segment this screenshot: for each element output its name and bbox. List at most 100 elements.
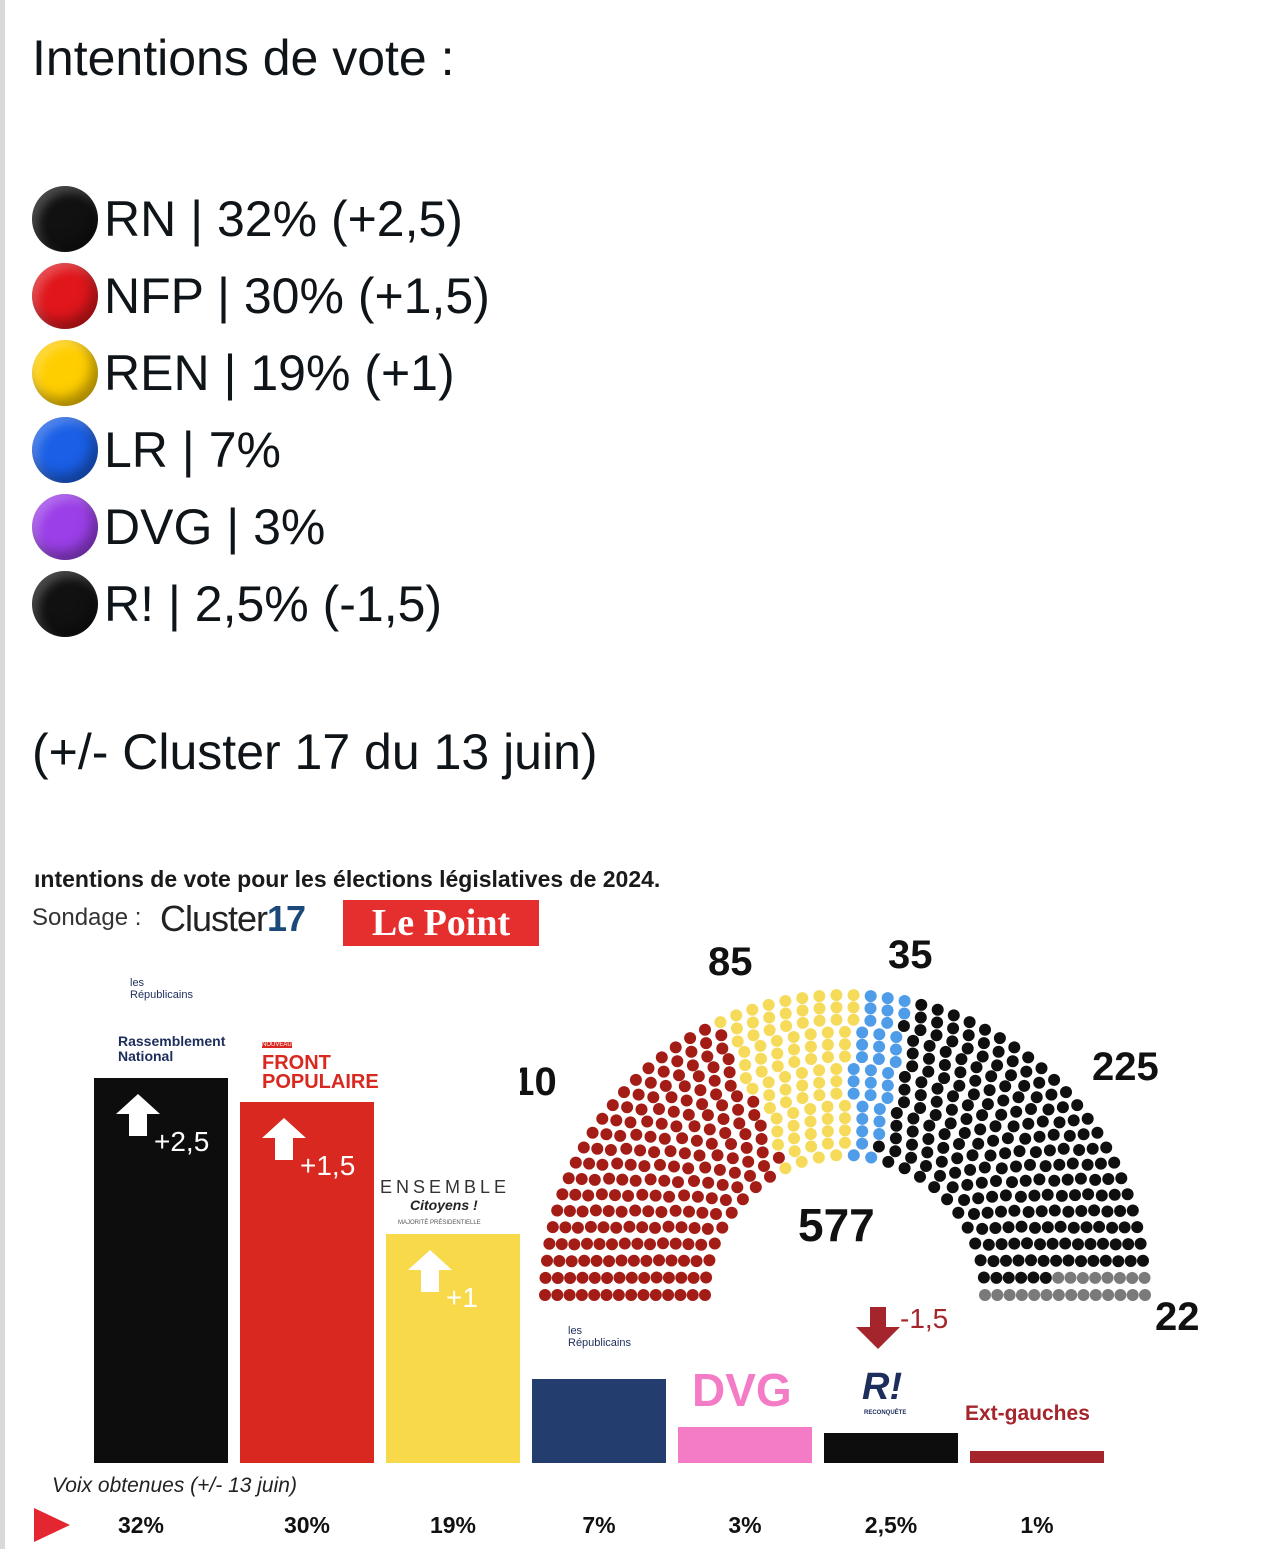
seat-dot [1014,1190,1027,1203]
seat-dot [669,1041,682,1054]
seat-dot [702,1176,715,1189]
seat-dot [1067,1221,1080,1234]
bar-value-label: 2,5% [864,1512,918,1538]
seat-dot [1075,1205,1088,1217]
hemicycle-chart: 210 85 35 225 22 [520,933,1200,1339]
bar-r [824,1432,958,1463]
seat-dot [663,1190,676,1203]
seat-dot [856,1125,869,1138]
party-row-dvg: DVG | 3% [32,488,490,565]
seat-dot [703,1254,716,1267]
seat-dot [682,1162,695,1175]
seat-dot [1052,1289,1065,1301]
seat-dot [644,1173,657,1186]
seat-dot [984,1149,997,1162]
seat-dot [881,1092,894,1104]
seat-dot [1034,1238,1046,1251]
seat-dot [839,1112,851,1125]
reconquete-logo: R! [862,1366,903,1408]
seat-dot [1056,1101,1069,1114]
seat-dot [813,990,826,1003]
seat-dot [914,1024,927,1037]
seat-dot [699,1289,711,1301]
seat-dot [616,1173,629,1186]
seat-dot [796,1092,809,1104]
seat-dot [748,1109,761,1121]
seat-dot [694,1084,707,1097]
seat-dot [703,1123,716,1136]
seat-dot [914,1102,927,1114]
seat-dot [1028,1189,1041,1202]
seat-dot [788,1043,800,1056]
seat-dot [763,1102,776,1114]
seat-dot [779,1083,792,1096]
dvg-logo: DVG [692,1364,792,1416]
seat-dot [569,1156,582,1169]
seat-dot [606,1238,618,1251]
seat-dot [747,1095,760,1108]
seat-dot [935,1155,948,1168]
seat-dot [577,1141,590,1154]
seat-dot [669,1204,682,1217]
seat-dot [1099,1254,1112,1267]
seat-dot [907,1034,920,1047]
seat-dot [882,1067,895,1079]
seat-dot [665,1091,678,1104]
seat-dot [763,1011,776,1024]
red-circle-icon [32,262,98,329]
seat-dot [958,1127,971,1139]
seat-dot [1020,1065,1033,1078]
seat-dot [962,1029,975,1042]
seat-dot [609,1189,621,1202]
seat-dot [914,1170,926,1183]
seat-dot [662,1220,675,1233]
seat-dot [713,1163,726,1176]
seat-dot [1027,1271,1040,1284]
reconquete-sub: RECONQUÊTE [864,1410,907,1416]
ensemble-sub: Citoyens ! [410,1197,478,1213]
seat-dot [961,1042,974,1055]
seat-dot [864,1064,877,1077]
seat-group-label: 35 [888,933,933,977]
up-arrow-icon [408,1250,452,1271]
seat-dot [1065,1289,1078,1301]
seat-dot [546,1221,559,1234]
seat-dot [951,1152,964,1165]
seat-dot [873,1103,886,1115]
seat-dot [930,1029,943,1042]
seat-dot [629,1174,642,1187]
seat-dot [668,1160,680,1173]
seat-dot [1081,1112,1094,1125]
yellow-circle-icon [32,339,98,406]
seat-dot [562,1172,575,1185]
down-arrow-stem [870,1307,886,1327]
party-list: RN | 32% (+2,5) NFP | 30% (+1,5) REN | 1… [32,180,490,642]
seat-dot [1124,1255,1137,1267]
seat-dot [1012,1091,1025,1104]
seat-dot [779,995,792,1007]
seat-dot [1106,1221,1119,1234]
ext-gauches-label: Ext-gauches [965,1402,1090,1425]
up-arrow-stem [275,1138,293,1161]
seat-dot [830,1063,843,1075]
seat-dot [787,1119,800,1132]
seat-dot [730,1009,743,1022]
seat-dot [787,1031,800,1043]
seat-dot [1035,1062,1048,1075]
seat-dot [653,1254,665,1267]
seat-dot [669,1237,682,1250]
seat-dot [1005,1069,1017,1082]
seat-dot [678,1147,691,1160]
seat-dot [986,1190,999,1203]
seat-dot [873,1040,886,1053]
seat-dot [805,1140,818,1153]
rn-logo: Rassemblement National [118,1033,226,1064]
source-footnote: (+/- Cluster 17 du 13 juin) [32,724,598,780]
seat-dot [1025,1103,1037,1115]
seat-dot [595,1188,608,1201]
seat-dot [627,1254,640,1267]
seat-dot [736,1193,749,1206]
seat-dot [1122,1238,1135,1251]
poll-infographic-image[interactable]: ıntentions de vote pour les élections lé… [0,860,1284,1549]
seat-dot [1053,1158,1066,1171]
